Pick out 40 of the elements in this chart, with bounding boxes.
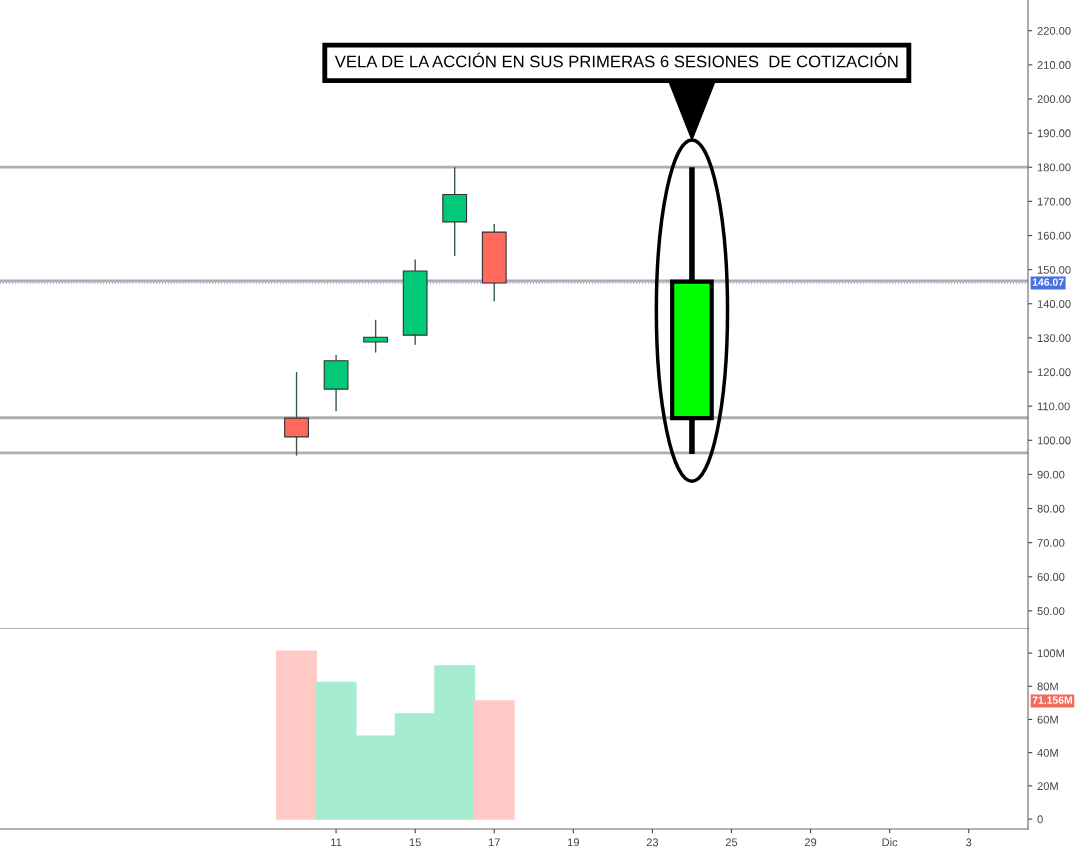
x-tick-label: 11 (331, 838, 342, 847)
y-tick-label: 160.00 (1037, 231, 1071, 240)
y-tick-label: 190.00 (1037, 129, 1071, 138)
y-tick-label: 70.00 (1037, 538, 1065, 547)
y-tick-label: 60.00 (1037, 573, 1065, 581)
bar (276, 650, 318, 820)
x-tick-label: 17 (488, 838, 500, 847)
y-tick-label: 200.00 (1037, 95, 1071, 104)
x-tick-label: 15 (409, 838, 421, 847)
y-tick-label: 100.00 (1037, 436, 1071, 445)
x-tick-label: 23 (646, 838, 659, 847)
y-tick-label: 140.00 (1037, 300, 1071, 308)
bar (473, 700, 515, 820)
y-tick-label: 130.00 (1037, 334, 1071, 343)
y-tick-label: 80.00 (1037, 504, 1065, 513)
y-tick-label: 220.00 (1037, 26, 1071, 35)
y-tick-label: 20M (1037, 782, 1058, 791)
y-tick-label: 100M (1037, 649, 1064, 658)
y-tick-label: 180.00 (1037, 163, 1071, 172)
x-tick-label: 19 (567, 838, 579, 847)
ref-line-label: 146.07 (1032, 278, 1064, 286)
y-tick-label: 50.00 (1037, 607, 1065, 616)
x-tick-label: Dic (882, 838, 898, 847)
x-tick-label: 25 (725, 838, 738, 847)
y-tick-label: 120.00 (1037, 368, 1071, 377)
x-tick-label: 29 (804, 838, 817, 847)
x-tick-label: 3 (966, 838, 972, 847)
candlestick (284, 371, 309, 457)
y-tick-label: 210.00 (1037, 61, 1071, 69)
y-tick-label: 40M (1037, 748, 1058, 757)
candlestick (363, 319, 389, 354)
y-tick-label: 170.00 (1037, 197, 1071, 206)
y-tick-label: 150.00 (1037, 265, 1071, 274)
text: 71.156M (1032, 696, 1073, 704)
y-tick-label: 90.00 (1037, 470, 1065, 479)
y-tick-label: 60M (1037, 715, 1058, 724)
annotation: VELA DE LA ACCIÓN EN SUS PRIMERAS 6 SESIONES DE COTIZACIÓN (334, 52, 898, 68)
y-tick-label: 80M (1037, 682, 1058, 691)
y-tick-label: 110.00 (1037, 402, 1070, 411)
y-tick-label: 0 (1037, 815, 1043, 824)
